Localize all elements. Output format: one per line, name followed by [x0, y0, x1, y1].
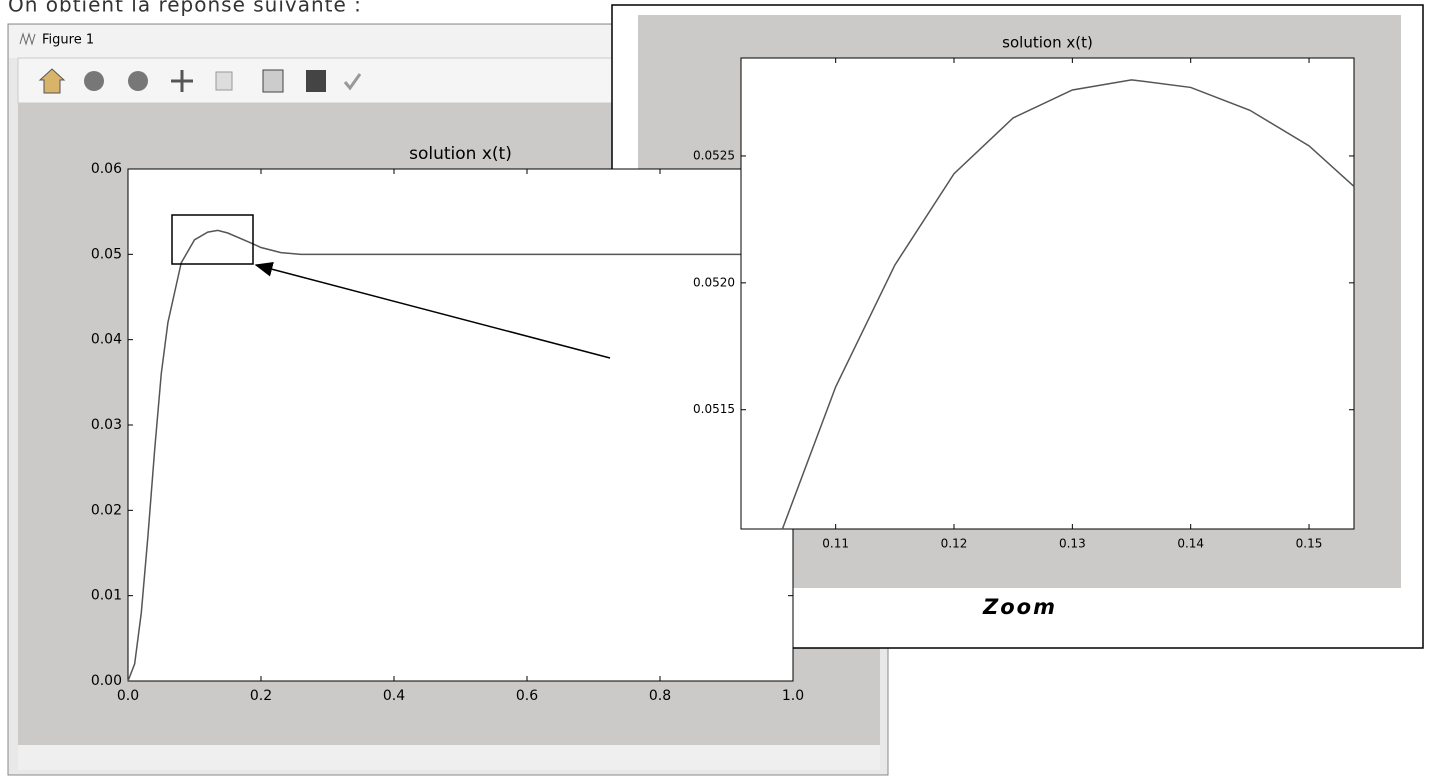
screenshot: On obtient la réponse suivante : Figure … [0, 0, 1429, 778]
y-tick-label: 0.02 [91, 502, 122, 518]
zoom-label: Zoom [982, 595, 1057, 619]
y-tick-label: 0.01 [91, 588, 122, 604]
x-tick-label: 0.15 [1296, 537, 1323, 551]
x-tick-label: 0.6 [516, 688, 538, 704]
y-tick-label: 0.05 [91, 246, 122, 262]
x-tick-label: 1.0 [782, 688, 804, 704]
y-tick-label: 0.00 [91, 673, 122, 689]
x-tick-label: 0.12 [941, 537, 968, 551]
x-tick-label: 0.0 [117, 688, 139, 704]
plot-area [741, 58, 1354, 529]
caption: On obtient la réponse suivante : [8, 0, 362, 17]
y-tick-label: 0.0515 [693, 402, 735, 416]
window-title: Figure 1 [42, 33, 94, 48]
subplots-button[interactable] [263, 70, 283, 92]
chart-title: solution x(t) [409, 144, 512, 164]
y-tick-label: 0.03 [91, 417, 122, 433]
y-tick-label: 0.04 [91, 332, 122, 348]
x-tick-label: 0.2 [250, 688, 272, 704]
y-tick-label: 0.0525 [693, 148, 735, 162]
page: On obtient la réponse suivante : Figure … [0, 0, 1429, 778]
plot-area [128, 169, 793, 681]
x-tick-label: 0.14 [1177, 537, 1204, 551]
zoom-button[interactable] [216, 72, 232, 90]
x-tick-label: 0.8 [649, 688, 671, 704]
x-tick-label: 0.4 [383, 688, 405, 704]
x-tick-label: 0.13 [1059, 537, 1086, 551]
x-tick-label: 0.11 [822, 537, 849, 551]
y-tick-label: 0.0520 [693, 275, 735, 289]
y-tick-label: 0.06 [91, 161, 122, 177]
save-button[interactable] [306, 70, 326, 92]
status-bar [18, 745, 880, 770]
chart-title: solution x(t) [1002, 34, 1093, 52]
forward-button[interactable] [128, 71, 148, 91]
back-button[interactable] [84, 71, 104, 91]
